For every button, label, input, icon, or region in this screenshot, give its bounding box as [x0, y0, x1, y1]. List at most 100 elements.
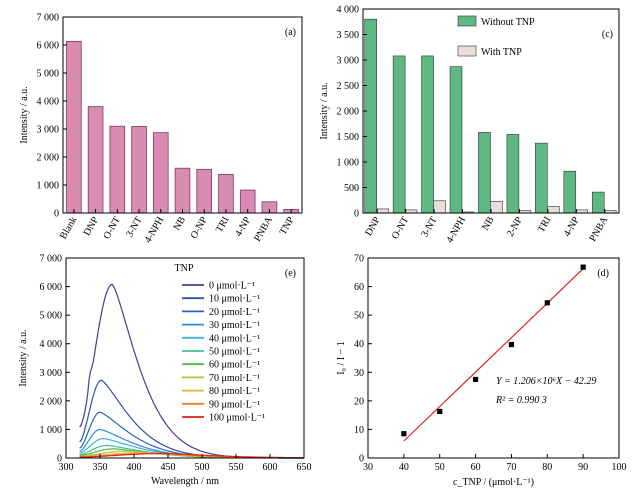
x-tick-label: 3-NT	[419, 215, 439, 239]
data-point	[580, 264, 586, 270]
x-tick-label: 4-NP	[233, 215, 253, 239]
bar	[196, 168, 213, 214]
y-tick-label: 7 000	[40, 254, 63, 265]
legend-label: 60 μmol·L⁻¹	[209, 360, 260, 371]
y-tick-label: 1 500	[337, 132, 360, 143]
y-tick-label: 3 000	[40, 368, 63, 379]
y-axis-label: Intensity / a.u.	[18, 329, 29, 386]
y-tick-label: 4 000	[37, 97, 60, 108]
bar	[109, 125, 126, 214]
y-tick-label: 0	[359, 454, 364, 465]
y-tick-label: 3 000	[337, 56, 360, 67]
legend-title: TNP	[175, 263, 194, 274]
x-tick-label: PNBA	[252, 214, 275, 243]
x-tick-label: 3-NT	[124, 215, 144, 239]
y-tick-label: 7 000	[37, 13, 60, 24]
x-tick-label: NB	[480, 215, 497, 233]
fit-line	[403, 268, 584, 442]
data-point	[472, 376, 479, 383]
y-axis-label: Intensity / a.u.	[19, 86, 30, 143]
x-tick-label: NB	[172, 215, 189, 233]
legend: Without TNP With TNP	[457, 15, 535, 58]
x-tick-label: O-NP	[189, 215, 210, 241]
panel-label: (a)	[285, 27, 296, 38]
y-tick-label: 1 000	[337, 158, 360, 169]
x-tick-label: 500	[195, 462, 210, 473]
panel-label: (c)	[602, 29, 613, 40]
plot-frame	[367, 257, 620, 459]
y-tick-label: 2 000	[337, 107, 360, 118]
panel-c: DNP O-NT 3-NT 4-NPH NB 2-NP TRI 4-NP PNBA 0 500 1 0…	[319, 5, 620, 245]
y-tick-label: 1 000	[37, 181, 60, 192]
bar	[433, 200, 446, 214]
x-tick-label: 450	[161, 462, 176, 473]
legend: TNP 0 μmol·L⁻¹ 10 μmol·L⁻¹ 20 μmol·L⁻¹ 30 μm…	[175, 263, 266, 424]
y-tick-label: 2 000	[37, 153, 60, 164]
x-tick-label: 4-NPH	[143, 215, 167, 245]
x-tick-label: 4-NPH	[444, 215, 468, 245]
legend-label: Without TNP	[481, 17, 535, 28]
bar	[174, 167, 191, 214]
plot-frame	[65, 257, 305, 459]
legend-label: 100 μmol·L⁻¹	[209, 413, 265, 424]
legend-label: With TNP	[481, 47, 522, 58]
bar	[449, 66, 463, 214]
x-tick-label: 90	[578, 462, 588, 473]
bar	[506, 134, 520, 214]
bar	[478, 132, 491, 214]
y-tick-label: 2 500	[337, 81, 360, 92]
data-point	[544, 300, 550, 306]
x-tick-label: 80	[542, 462, 552, 473]
legend-label: 90 μmol·L⁻¹	[209, 399, 260, 410]
panel-label: (d)	[597, 268, 609, 279]
x-tick-label: 60	[471, 462, 481, 473]
panel-label: (e)	[285, 268, 296, 279]
bar	[376, 208, 389, 214]
y-tick-label: 6 000	[40, 282, 63, 293]
y-tick-label: 6 000	[37, 41, 60, 52]
x-tick-label: 600	[263, 462, 278, 473]
y-tick-label: 3 500	[337, 30, 360, 41]
y-tick-label: 500	[344, 183, 359, 194]
y-tick-label: 0	[57, 454, 62, 465]
x-axis-label: Wavelength / nm	[151, 476, 219, 487]
x-tick-label: 650	[297, 462, 312, 473]
legend-label: 40 μmol·L⁻¹	[209, 333, 260, 344]
x-tick-label: 30	[363, 462, 373, 473]
x-tick-label: 40	[399, 462, 409, 473]
series-line	[79, 411, 304, 459]
x-tick-label: O-NT	[390, 215, 411, 241]
x-tick-label: TRI	[536, 215, 554, 234]
bar	[535, 142, 548, 214]
y-tick-label: 1 000	[40, 425, 63, 436]
legend-label: 20 μmol·L⁻¹	[209, 307, 260, 318]
legend-label: 30 μmol·L⁻¹	[209, 320, 260, 331]
series-line	[79, 283, 304, 459]
bar	[131, 126, 147, 214]
x-tick-label: Blank	[58, 215, 79, 241]
plot-frame	[62, 16, 303, 214]
legend-label: 70 μmol·L⁻¹	[209, 373, 260, 384]
bar	[364, 18, 377, 214]
bar	[87, 106, 104, 214]
y-tick-label: 40	[354, 339, 364, 350]
x-tick-label: O-NT	[101, 215, 122, 241]
legend-label: 50 μmol·L⁻¹	[209, 347, 260, 358]
y-tick-label: 50	[354, 311, 364, 322]
y-tick-label: 5 000	[37, 69, 60, 80]
y-tick-label: 0	[54, 209, 59, 220]
y-tick-label: 2 000	[40, 396, 63, 407]
y-tick-label: 70	[354, 254, 364, 265]
bar	[66, 40, 82, 214]
y-tick-label: 3 000	[37, 125, 60, 136]
y-tick-label: 20	[354, 396, 364, 407]
x-tick-label: 2-NP	[505, 215, 525, 239]
bar	[490, 200, 503, 214]
x-tick-label: 300	[59, 462, 74, 473]
x-tick-label: TNP	[278, 215, 297, 237]
y-tick-label: 10	[354, 425, 364, 436]
x-tick-label: 50	[435, 462, 445, 473]
y-tick-label: 4 000	[337, 5, 360, 16]
bar	[591, 191, 605, 214]
